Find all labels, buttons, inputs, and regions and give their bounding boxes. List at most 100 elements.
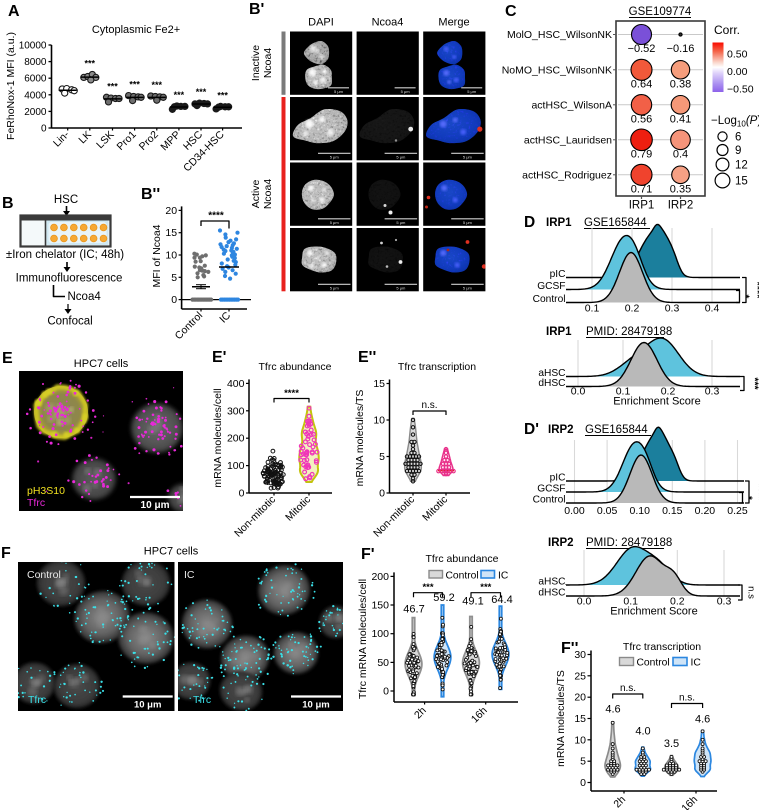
svg-text:E: E xyxy=(2,350,13,367)
svg-text:0.10: 0.10 xyxy=(629,505,650,517)
svg-text:***: *** xyxy=(422,582,433,593)
svg-text:10 μm: 10 μm xyxy=(302,700,329,711)
svg-text:0.2: 0.2 xyxy=(661,386,676,398)
svg-text:actHSC_Lauridsen: actHSC_Lauridsen xyxy=(524,134,612,146)
svg-text:−0.50: −0.50 xyxy=(727,84,754,96)
svg-text:Tfrc transcription: Tfrc transcription xyxy=(398,361,476,373)
svg-text:IC: IC xyxy=(217,309,233,325)
svg-text:***: *** xyxy=(749,377,759,390)
svg-text:12: 12 xyxy=(735,160,748,172)
svg-text:Ncoa4: Ncoa4 xyxy=(262,48,274,79)
svg-text:mRNA molecules/TS: mRNA molecules/TS xyxy=(354,390,366,487)
svg-text:****: **** xyxy=(753,483,759,501)
svg-text:Cytoplasmic Fe2+: Cytoplasmic Fe2+ xyxy=(92,24,180,36)
svg-text:0: 0 xyxy=(171,294,177,306)
svg-text:±Iron chelator (IC; 48h): ±Iron chelator (IC; 48h) xyxy=(6,249,124,261)
svg-text:5 μm: 5 μm xyxy=(396,285,406,290)
svg-text:0.05: 0.05 xyxy=(597,505,618,517)
svg-text:***: *** xyxy=(217,90,228,100)
svg-text:dHSC: dHSC xyxy=(538,588,565,599)
svg-text:5 μm: 5 μm xyxy=(396,220,406,225)
svg-text:0.64: 0.64 xyxy=(631,78,652,90)
svg-text:***: *** xyxy=(480,582,491,593)
svg-text:IRP1: IRP1 xyxy=(629,200,655,212)
svg-text:mRNA molecules/cell: mRNA molecules/cell xyxy=(212,388,224,487)
svg-text:B: B xyxy=(2,195,14,212)
svg-text:Inactive: Inactive xyxy=(250,45,262,81)
svg-text:2000: 2000 xyxy=(24,107,47,118)
svg-text:FeRhoNox-1 MFI (a.u.): FeRhoNox-1 MFI (a.u.) xyxy=(5,32,17,140)
svg-text:E'': E'' xyxy=(358,349,376,366)
svg-text:Ncoa4: Ncoa4 xyxy=(68,291,102,303)
svg-text:IRP1: IRP1 xyxy=(546,217,572,229)
svg-text:****: **** xyxy=(751,281,759,299)
svg-text:0.38: 0.38 xyxy=(670,78,691,90)
svg-text:***: *** xyxy=(196,87,207,97)
svg-text:GSE165844: GSE165844 xyxy=(584,217,647,229)
svg-text:0.2: 0.2 xyxy=(625,303,640,315)
svg-text:2h: 2h xyxy=(611,794,628,810)
svg-text:0.79: 0.79 xyxy=(631,148,652,160)
svg-text:100: 100 xyxy=(371,628,389,640)
svg-text:16h: 16h xyxy=(679,794,700,810)
svg-text:HSC: HSC xyxy=(54,194,78,206)
svg-text:59.2: 59.2 xyxy=(433,592,454,604)
svg-text:4.6: 4.6 xyxy=(695,714,710,726)
svg-text:Lin-: Lin- xyxy=(51,128,72,149)
svg-text:***: *** xyxy=(129,80,140,90)
svg-text:0.1: 0.1 xyxy=(616,386,631,398)
svg-text:6: 6 xyxy=(735,132,741,144)
svg-text:DAPI: DAPI xyxy=(308,17,334,29)
svg-text:5 μm: 5 μm xyxy=(463,220,473,225)
svg-text:****: **** xyxy=(284,388,299,399)
svg-text:0.00: 0.00 xyxy=(564,505,585,517)
svg-text:0.3: 0.3 xyxy=(665,303,680,315)
svg-text:0.1: 0.1 xyxy=(585,303,600,315)
svg-text:9: 9 xyxy=(735,145,741,157)
svg-text:Merge: Merge xyxy=(438,17,469,29)
svg-text:Control: Control xyxy=(173,310,205,342)
svg-text:Mitotic: Mitotic xyxy=(283,494,313,524)
svg-text:Non-mitotic: Non-mitotic xyxy=(371,494,417,540)
svg-text:n.s.: n.s. xyxy=(421,400,437,411)
svg-text:***: *** xyxy=(107,81,118,91)
svg-text:Non-mitotic: Non-mitotic xyxy=(232,494,278,540)
svg-text:Control: Control xyxy=(637,658,670,669)
svg-text:30: 30 xyxy=(574,649,586,661)
svg-text:IRP2: IRP2 xyxy=(668,200,694,212)
svg-text:100: 100 xyxy=(227,460,245,472)
svg-text:15: 15 xyxy=(574,713,586,725)
svg-text:0.3: 0.3 xyxy=(705,386,720,398)
svg-text:n.s.: n.s. xyxy=(620,683,636,694)
svg-text:15: 15 xyxy=(373,378,385,390)
svg-text:Tfrc abundance: Tfrc abundance xyxy=(426,553,499,565)
svg-text:5 μm: 5 μm xyxy=(330,154,340,159)
svg-text:0.25: 0.25 xyxy=(727,505,748,517)
svg-text:mRNA molecules/TS: mRNA molecules/TS xyxy=(555,670,567,767)
svg-text:6000: 6000 xyxy=(24,74,47,85)
svg-text:2h: 2h xyxy=(412,705,429,722)
svg-text:*: * xyxy=(743,496,754,500)
svg-text:F'': F'' xyxy=(561,640,578,657)
svg-text:0.41: 0.41 xyxy=(670,113,691,125)
svg-text:10: 10 xyxy=(574,734,586,746)
svg-text:8000: 8000 xyxy=(24,57,47,68)
svg-text:IC: IC xyxy=(691,658,702,669)
svg-text:0: 0 xyxy=(383,686,389,698)
svg-text:0: 0 xyxy=(239,488,245,500)
svg-text:0.4: 0.4 xyxy=(705,303,720,315)
svg-text:0: 0 xyxy=(379,488,385,500)
svg-text:Control: Control xyxy=(446,571,479,582)
svg-text:B': B' xyxy=(249,1,264,18)
svg-text:NoMO_HSC_WilsonNK: NoMO_HSC_WilsonNK xyxy=(502,64,612,76)
svg-text:0.0: 0.0 xyxy=(571,386,586,398)
svg-text:5 μm: 5 μm xyxy=(330,285,340,290)
svg-text:Control: Control xyxy=(533,495,566,506)
svg-text:IRP2: IRP2 xyxy=(548,424,574,436)
svg-text:64.4: 64.4 xyxy=(491,594,512,606)
svg-text:3.5: 3.5 xyxy=(664,738,679,750)
svg-text:actHSC_Rodriguez: actHSC_Rodriguez xyxy=(522,169,612,181)
svg-text:0: 0 xyxy=(580,777,586,789)
svg-text:Mitotic: Mitotic xyxy=(420,494,450,524)
svg-text:MPP: MPP xyxy=(158,129,183,154)
